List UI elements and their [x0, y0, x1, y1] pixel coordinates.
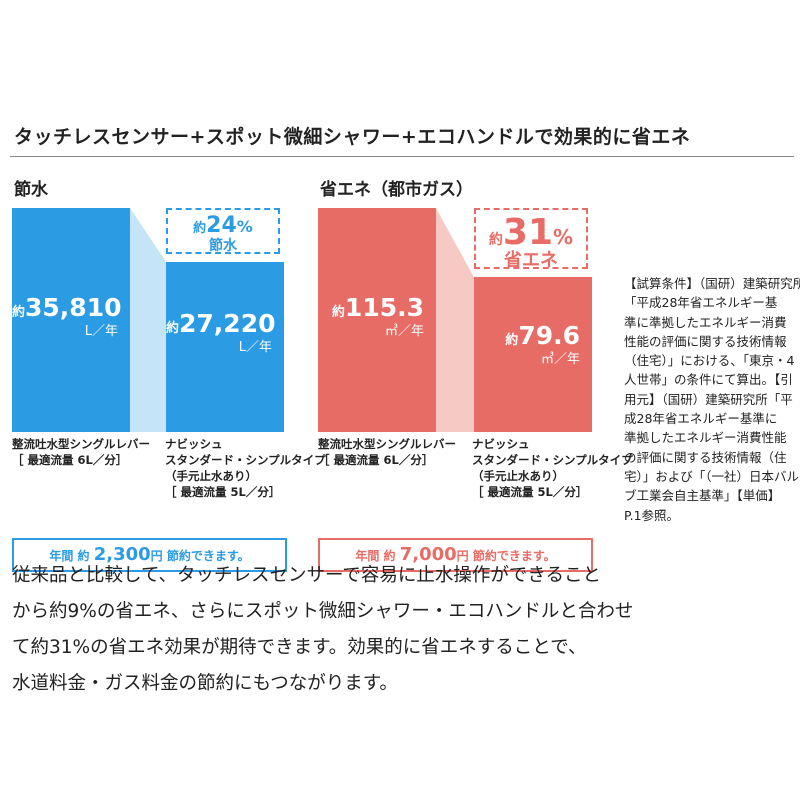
description-line: から約9%の省エネ、さらにスポット微細シャワー・エコハンドルと合わせ	[12, 601, 634, 622]
description-line: 従来品と比較して、タッチレスセンサーで容易に止水操作ができること	[12, 565, 602, 586]
water-value-product: 約27,220 L／年	[166, 309, 276, 356]
gas-reduction-connector	[436, 208, 474, 432]
gas-panel-title: 省エネ（都市ガス）	[320, 180, 473, 200]
gas-connector-svg	[436, 208, 474, 432]
calculation-conditions-note: 【試算条件】（国研）建築研究所 「平成28年省エネルギー基 準に準拠したエネルギ…	[624, 276, 800, 523]
gas-bar-product	[474, 277, 592, 432]
water-panel-title: 節水	[14, 180, 48, 200]
divider	[10, 156, 794, 157]
water-connector-svg	[130, 208, 166, 432]
description-line: て約31%の省エネ効果が期待できます。効果的に省エネすることで、	[12, 637, 587, 658]
headline: タッチレスセンサー+スポット微細シャワー+エコハンドルで効果的に省エネ	[14, 126, 691, 148]
water-reduction-percent: 24	[206, 213, 237, 238]
water-savings-box: 年間 約 2,300円 節約できます。	[12, 538, 287, 572]
gas-savings-box: 年間 約 7,000円 節約できます。	[318, 538, 593, 572]
description-line: 水道料金・ガス料金の節約にもつながります。	[12, 673, 398, 694]
gas-bar-conventional	[318, 208, 436, 432]
gas-value-conventional: 約115.3 ㎥／年	[331, 293, 424, 340]
gas-value-product: 約79.6 ㎥／年	[505, 320, 580, 367]
gas-reduction-percent: 31	[502, 212, 554, 253]
water-reduction-badge: 約24% 節水	[166, 208, 280, 254]
water-bar-product	[166, 261, 284, 432]
water-reduction-connector	[130, 208, 166, 432]
water-bar-conventional	[12, 208, 130, 432]
water-value-conventional: 約35,810 L／年	[12, 293, 122, 340]
gas-reduction-badge: 約31% 省エネ	[474, 208, 588, 270]
gas-label-conventional: 整流吐水型シングルレバー ［ 最適流量 6L／分］	[318, 437, 456, 467]
description-paragraph: 従来品と比較して、タッチレスセンサーで容易に止水操作ができること から約9%の省…	[12, 558, 634, 702]
water-label-product: ナビッシュ スタンダード・シンプルタイプ （手元止水あり） ［ 最適流量 5L／分］	[165, 437, 326, 499]
gas-label-product: ナビッシュ スタンダード・シンプルタイプ （手元止水あり） ［ 最適流量 5L／分］	[472, 437, 633, 499]
water-label-conventional: 整流吐水型シングルレバー ［ 最適流量 6L／分］	[12, 437, 150, 467]
